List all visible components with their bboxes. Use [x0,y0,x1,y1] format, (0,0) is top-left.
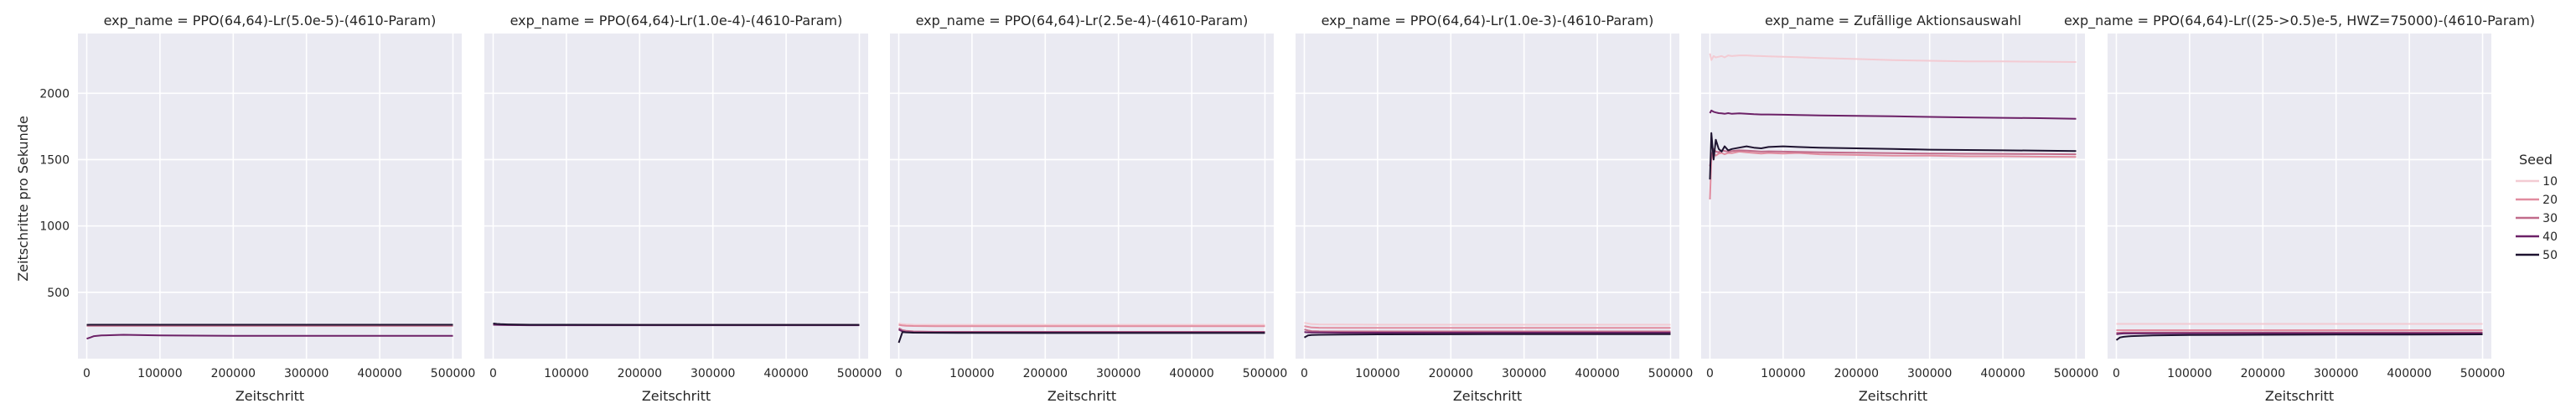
panel-title: exp_name = PPO(64,64)-Lr(2.5e-4)-(4610-P… [916,13,1249,29]
y-axis-label: Zeitschritte pro Sekunde [15,116,31,282]
x-tick-label: 0 [1301,367,1308,380]
x-axis-label: Zeitschritt [1453,388,1522,404]
x-tick-label: 300000 [691,367,735,380]
x-axis-label: Zeitschritt [1047,388,1116,404]
legend-item-seed-30: 30 [2516,212,2558,225]
plot-area [2108,34,2491,359]
series-line-seed-10 [1304,322,1671,326]
legend-item-seed-40: 40 [2516,230,2558,244]
x-tick-label: 200000 [1023,367,1068,380]
series-line-seed-20 [1304,325,1671,329]
x-tick-label: 400000 [2387,367,2431,380]
x-tick-label: 400000 [1980,367,2025,380]
x-tick-label: 500000 [1648,367,1693,380]
x-axis-label: Zeitschritt [642,388,711,404]
y-tick-label: 1500 [39,153,70,167]
x-axis-label: Zeitschritt [235,388,304,404]
x-tick-label: 500000 [2054,367,2098,380]
x-tick-label: 100000 [2167,367,2211,380]
x-tick-label: 200000 [1834,367,1879,380]
series-line-seed-50 [2115,334,2483,341]
x-tick-label: 0 [489,367,497,380]
x-tick-label: 500000 [431,367,475,380]
x-tick-label: 300000 [284,367,328,380]
legend-label: 50 [2542,249,2558,262]
x-tick-label: 500000 [837,367,882,380]
x-tick-label: 400000 [357,367,401,380]
x-tick-label: 300000 [2314,367,2358,380]
x-tick-label: 0 [2113,367,2120,380]
legend-label: 10 [2542,175,2558,189]
x-tick-label: 400000 [1169,367,1213,380]
x-tick-label: 100000 [544,367,588,380]
x-tick-label: 100000 [1355,367,1399,380]
x-tick-label: 0 [895,367,903,380]
x-tick-label: 200000 [2241,367,2285,380]
x-tick-label: 100000 [1761,367,1805,380]
plot-area [1701,34,2085,359]
legend: Seed 10 20 30 40 50 [2516,152,2558,262]
series-line-seed-30 [1709,147,2077,167]
series-line-seed-30 [1304,328,1671,333]
x-tick-label: 0 [83,367,91,380]
x-tick-label: 300000 [1096,367,1141,380]
legend-item-seed-20: 20 [2516,194,2558,207]
legend-label: 40 [2542,230,2558,244]
legend-item-seed-50: 50 [2516,249,2558,262]
series-line-seed-40 [86,334,453,340]
panel-3: 0 100000 200000 300000 400000 500000 exp_name … [890,13,1287,404]
series-line-seed-10 [898,323,1265,326]
panel-title: exp_name = PPO(64,64)-Lr((25->0.5)e-5, H… [2064,13,2535,29]
x-tick-label: 500000 [2460,367,2505,380]
y-tick-label: 1000 [39,220,70,234]
series-line-seed-50 [1304,333,1671,339]
x-tick-label: 300000 [1502,367,1546,380]
x-tick-label: 100000 [949,367,994,380]
x-tick-label: 200000 [211,367,256,380]
y-tick-label: 2000 [39,87,70,101]
series-line-seed-20 [1709,150,2077,200]
series-line-seed-40 [1304,331,1671,334]
panel-title: exp_name = Zufällige Aktionsauswahl [1765,13,2021,29]
legend-label: 20 [2542,194,2558,207]
panel-2: 0 100000 200000 300000 400000 500000 exp_name … [484,13,882,404]
x-tick-label: 0 [1706,367,1714,380]
legend-title: Seed [2519,152,2553,168]
panel-4: 0 100000 200000 300000 400000 500000 exp_name … [1296,13,1693,404]
series-line-seed-50 [1709,132,2077,180]
panel-5: 0 100000 200000 300000 400000 500000 exp_name … [1701,13,2098,404]
plot-area [890,34,1274,359]
panel-6: 0 100000 200000 300000 400000 500000 exp_name … [2064,13,2535,404]
series-line-seed-10 [1709,53,2077,63]
series-line-seed-40 [1709,109,2077,120]
panel-1: 0 100000 200000 300000 400000 500000 500 1000 15… [39,13,475,404]
x-tick-label: 200000 [1429,367,1473,380]
legend-item-seed-10: 10 [2516,175,2558,189]
x-tick-label: 500000 [1243,367,1287,380]
legend-label: 30 [2542,212,2558,225]
x-tick-label: 400000 [763,367,808,380]
panel-title: exp_name = PPO(64,64)-Lr(1.0e-4)-(4610-P… [510,13,843,29]
panel-title: exp_name = PPO(64,64)-Lr(5.0e-5)-(4610-P… [104,13,437,29]
x-tick-label: 200000 [618,367,662,380]
y-tick-label: 500 [47,287,70,300]
x-tick-label: 100000 [137,367,182,380]
x-tick-label: 400000 [1575,367,1619,380]
series-line-seed-50 [897,331,1265,344]
plot-area [484,34,868,359]
x-tick-label: 300000 [1907,367,1952,380]
x-axis-label: Zeitschritt [1859,388,1927,404]
series-line-seed-50 [493,323,860,326]
x-axis-label: Zeitschritt [2265,388,2334,404]
chart-panels: 0 100000 200000 300000 400000 500000500100015… [39,13,2535,404]
plot-area [1296,34,1679,359]
panel-title: exp_name = PPO(64,64)-Lr(1.0e-3)-(4610-P… [1322,13,1654,29]
series-line-seed-20 [898,323,1265,328]
plot-area [78,34,462,359]
